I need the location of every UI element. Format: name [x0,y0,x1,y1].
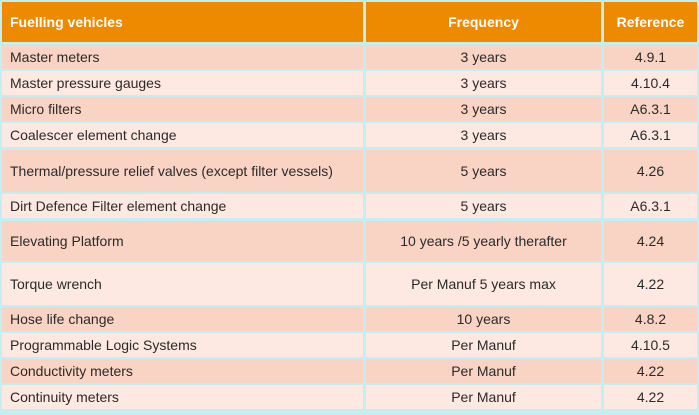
frequency-cell: 3 years [366,45,601,69]
table-row: Coalescer element change 3 years A6.3.1 [0,123,699,147]
table-header-row: Fuelling vehicles Frequency Reference [0,2,699,42]
reference-cell: 4.22 [604,359,697,383]
reference-cell: 4.8.2 [604,307,697,331]
table-row: Thermal/pressure relief valves (except f… [0,150,699,192]
frequency-cell: 5 years [366,150,601,192]
item-cell: Programmable Logic Systems [2,333,363,357]
frequency-cell: Per Manuf [366,333,601,357]
header-fuelling-vehicles: Fuelling vehicles [2,2,363,42]
frequency-cell: Per Manuf [366,385,601,409]
table-row: Micro filters 3 years A6.3.1 [0,97,699,121]
frequency-cell: Per Manuf 5 years max [366,263,601,305]
frequency-cell: 3 years [366,71,601,95]
item-cell: Elevating Platform [2,221,363,261]
reference-cell: 4.9.1 [604,45,697,69]
reference-cell: A6.3.1 [604,194,697,218]
table-row: Continuity meters Per Manuf 4.22 [0,385,699,409]
table-row: Master pressure gauges 3 years 4.10.4 [0,71,699,95]
item-cell: Coalescer element change [2,123,363,147]
item-cell: Master meters [2,45,363,69]
item-cell: Thermal/pressure relief valves (except f… [2,150,363,192]
frequency-cell: 10 years [366,307,601,331]
reference-cell: 4.26 [604,150,697,192]
reference-cell: 4.10.4 [604,71,697,95]
reference-cell: 4.22 [604,263,697,305]
reference-cell: 4.24 [604,221,697,261]
frequency-cell: 5 years [366,194,601,218]
frequency-cell: Per Manuf [366,359,601,383]
frequency-cell: 10 years /5 yearly therafter [366,221,601,261]
table-row: Master meters 3 years 4.9.1 [0,45,699,69]
frequency-cell: 3 years [366,123,601,147]
reference-cell: A6.3.1 [604,97,697,121]
reference-cell: 4.22 [604,385,697,409]
reference-cell: 4.10.5 [604,333,697,357]
item-cell: Micro filters [2,97,363,121]
table-row: Programmable Logic Systems Per Manuf 4.1… [0,333,699,357]
item-cell: Torque wrench [2,263,363,305]
table-row: Dirt Defence Filter element change 5 yea… [0,194,699,218]
header-reference: Reference [604,2,697,42]
item-cell: Dirt Defence Filter element change [2,194,363,218]
item-cell: Master pressure gauges [2,71,363,95]
item-cell: Conductivity meters [2,359,363,383]
table-row: Elevating Platform 10 years /5 yearly th… [0,221,699,261]
header-frequency: Frequency [366,2,601,42]
item-cell: Continuity meters [2,385,363,409]
frequency-cell: 3 years [366,97,601,121]
item-cell: Hose life change [2,307,363,331]
table-row: Conductivity meters Per Manuf 4.22 [0,359,699,383]
reference-cell: A6.3.1 [604,123,697,147]
table-row: Hose life change 10 years 4.8.2 [0,307,699,331]
table-row: Torque wrench Per Manuf 5 years max 4.22 [0,263,699,305]
